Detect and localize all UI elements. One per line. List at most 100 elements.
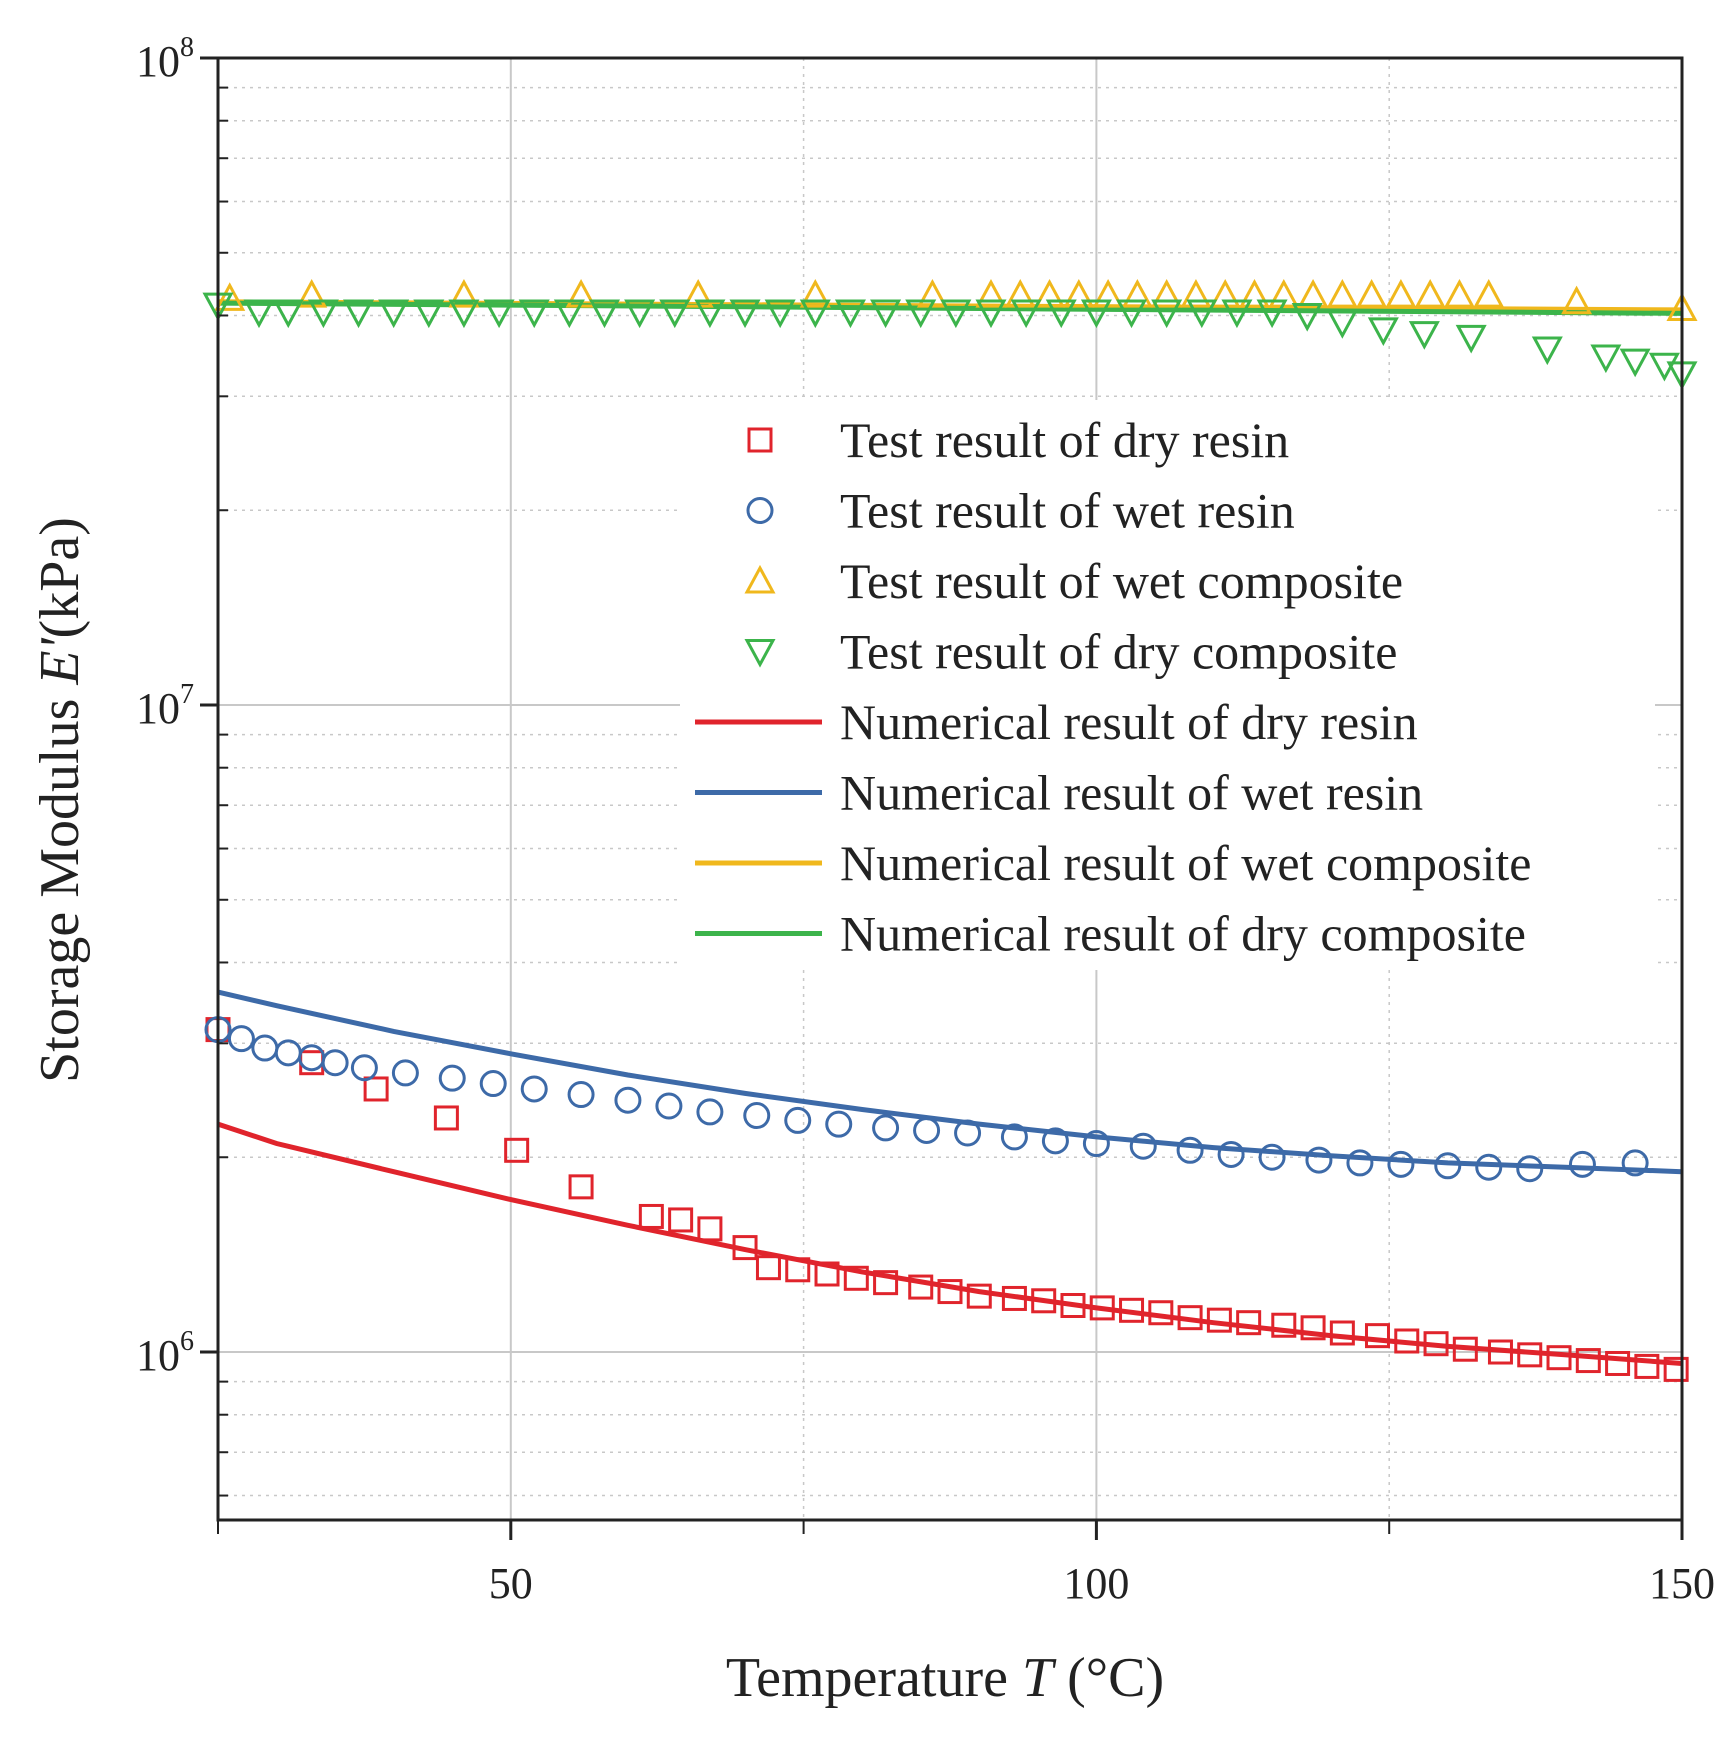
data-point: [1001, 1285, 1027, 1311]
y-tick-label: 106: [136, 1326, 194, 1380]
data-point: [696, 1098, 724, 1126]
y-tick-label-base: 10: [136, 37, 180, 86]
y-tick-label: 108: [136, 32, 194, 86]
data-point: [1004, 278, 1036, 308]
data-point: [1148, 1300, 1174, 1326]
data-point: [1221, 299, 1253, 329]
data-point: [1356, 278, 1388, 308]
data-point: [1443, 278, 1475, 308]
data-point: [1063, 278, 1095, 308]
data-point: [1177, 1305, 1203, 1331]
x-axis-title-unit: (°C): [1053, 1647, 1164, 1709]
data-point: [1487, 1339, 1513, 1365]
legend-label: Numerical result of wet composite: [840, 835, 1531, 891]
data-point: [785, 1257, 811, 1283]
data-point: [624, 299, 656, 329]
data-point: [1297, 278, 1329, 308]
data-point: [321, 1049, 349, 1077]
data-point: [483, 299, 515, 329]
data-point: [1575, 1348, 1601, 1374]
data-point: [1119, 1297, 1145, 1323]
data-point: [908, 1274, 934, 1300]
data-point: [870, 299, 902, 329]
data-point: [251, 1034, 279, 1062]
legend-entry: Numerical result of dry composite: [695, 906, 1526, 962]
data-point: [214, 282, 246, 311]
data-point: [966, 1283, 992, 1309]
series-test-result-of-dry-resin: [205, 1017, 1689, 1382]
data-point: [1546, 1345, 1572, 1371]
x-axis-title-variable: T: [1022, 1647, 1057, 1709]
y-tick-label-base: 10: [136, 684, 180, 733]
data-point: [694, 299, 726, 329]
data-point: [659, 299, 691, 329]
data-point: [1367, 317, 1399, 347]
data-point: [843, 1265, 869, 1291]
data-point: [391, 1059, 419, 1087]
data-point: [697, 1216, 723, 1242]
plot-frame: [216, 56, 1684, 1522]
y-axis-title-unit: (kPa): [29, 517, 91, 638]
data-point: [1256, 299, 1288, 329]
legend: Test result of dry resin Test result of w…: [695, 412, 1531, 962]
data-point: [567, 1081, 595, 1109]
data-point: [1045, 299, 1077, 329]
series-line: [217, 989, 1683, 1175]
data-point: [1291, 302, 1323, 332]
data-point: [975, 299, 1007, 329]
data-point: [1329, 1320, 1355, 1346]
data-point: [937, 1279, 963, 1305]
data-point: [479, 1070, 507, 1098]
data-point: [1121, 278, 1153, 308]
x-tick-label: 150: [1649, 1559, 1715, 1608]
data-point: [825, 1110, 853, 1138]
data-point: [834, 299, 866, 329]
data-point: [1217, 1140, 1245, 1168]
data-point: [433, 1105, 459, 1131]
x-axis-title-prefix: Temperature: [726, 1647, 1022, 1709]
data-point: [413, 299, 445, 329]
data-point: [873, 1270, 899, 1296]
data-point: [1423, 1331, 1449, 1357]
data-point: [1089, 1295, 1115, 1321]
data-point: [227, 1025, 255, 1053]
data-point: [1452, 1336, 1478, 1362]
data-point: [1238, 278, 1271, 308]
data-point: [1455, 324, 1487, 354]
data-point: [799, 299, 831, 329]
data-point: [363, 1076, 389, 1102]
legend-label: Numerical result of wet resin: [840, 765, 1423, 821]
data-point: [343, 299, 375, 329]
x-tick-label: 50: [489, 1559, 533, 1608]
y-tick-label-exponent: 7: [180, 679, 194, 710]
data-point: [940, 299, 972, 329]
series-test-result-of-dry-composite: [202, 292, 1698, 390]
legend-background: [680, 400, 1655, 970]
data-point: [872, 1114, 900, 1142]
data-point: [1663, 1356, 1689, 1382]
data-point: [1516, 1155, 1544, 1183]
data-point: [1010, 299, 1042, 329]
data-point: [1186, 299, 1218, 329]
data-point: [1408, 321, 1440, 350]
data-point: [913, 1116, 941, 1144]
data-point: [1041, 1127, 1069, 1155]
data-point: [1434, 1152, 1462, 1180]
data-point: [1621, 1149, 1649, 1177]
data-point: [1116, 299, 1148, 329]
data-point: [307, 299, 339, 329]
data-point: [1517, 1342, 1543, 1368]
data-point: [1236, 1310, 1262, 1336]
data-point: [799, 278, 831, 308]
data-point: [1031, 1288, 1057, 1314]
data-point: [378, 299, 410, 329]
legend-entry: Test result of wet resin: [746, 483, 1295, 539]
data-point: [732, 1235, 758, 1261]
series-line: [217, 1121, 1683, 1366]
data-point: [350, 1054, 378, 1082]
legend-label: Test result of dry composite: [840, 624, 1398, 680]
data-point: [1180, 278, 1212, 308]
legend-entry: Test result of dry resin: [747, 412, 1289, 468]
data-point: [729, 299, 761, 329]
data-point: [954, 1119, 982, 1147]
